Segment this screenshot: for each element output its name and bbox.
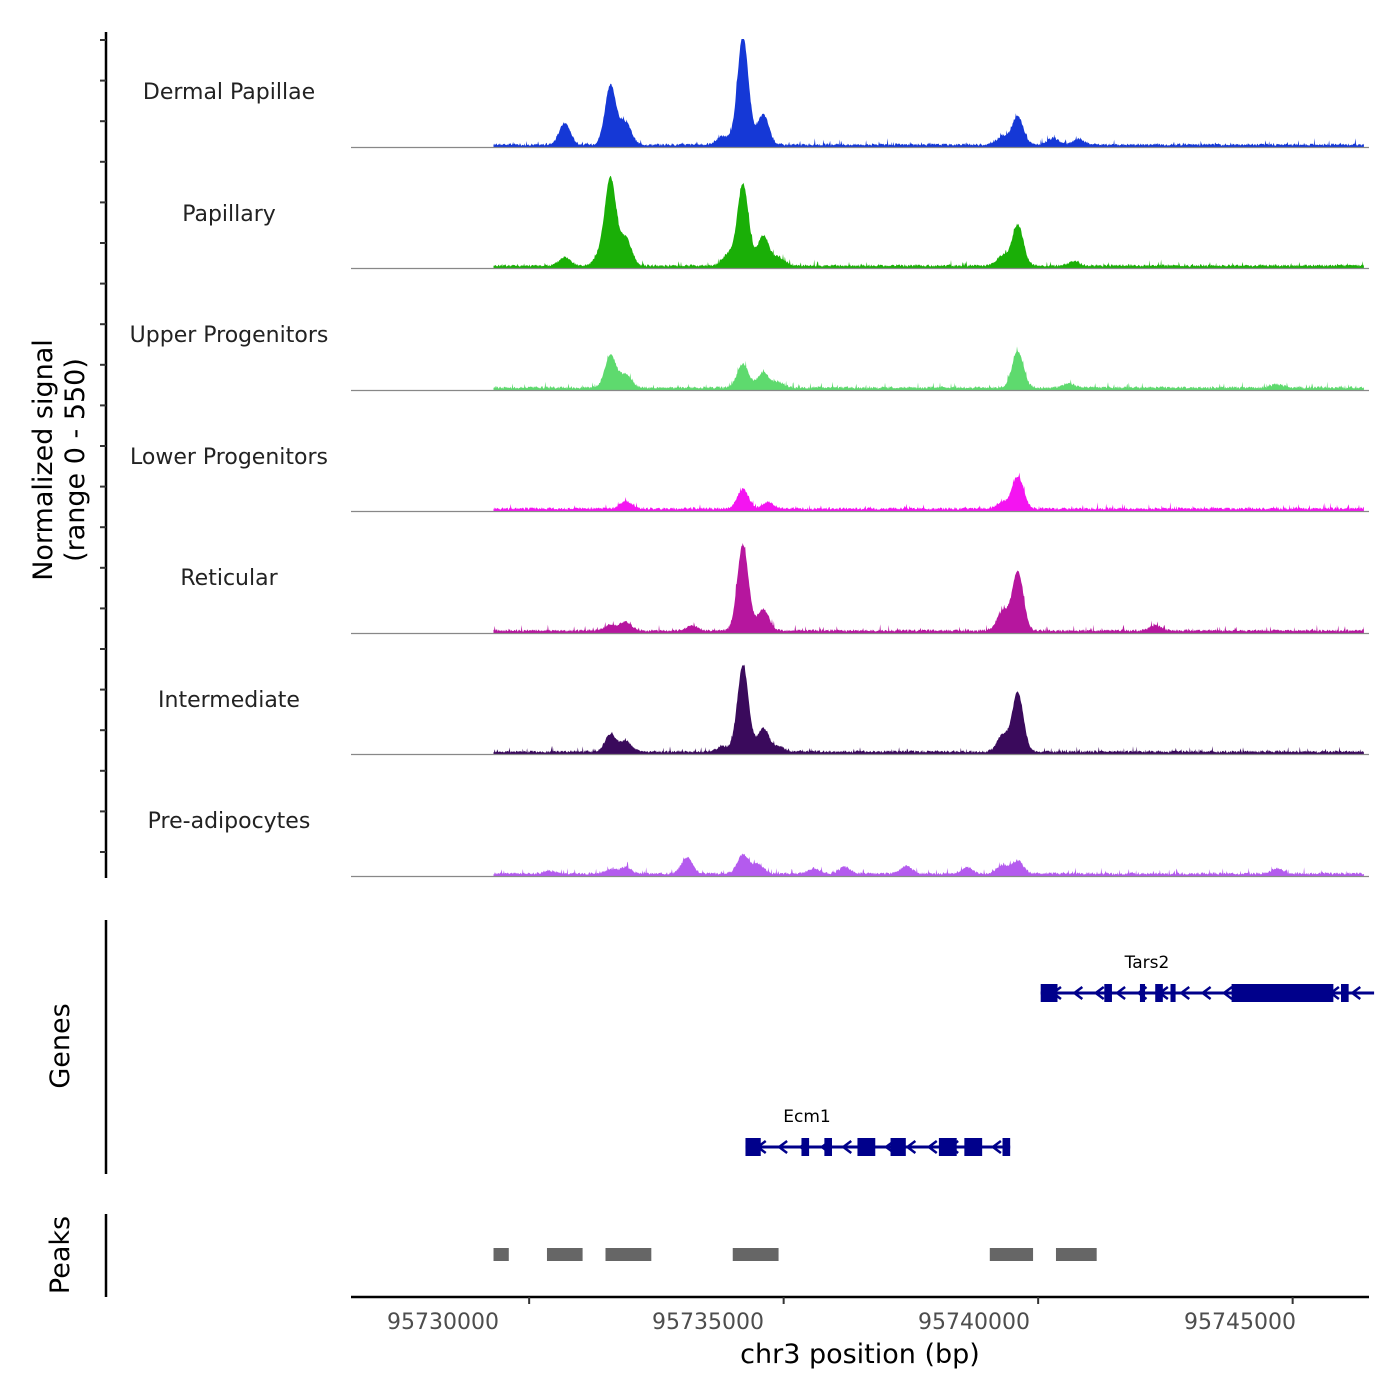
gene-label-ecm1: Ecm1 [783, 1107, 830, 1127]
y-axis-title-line1: Normalized signal [28, 339, 59, 581]
coverage-area-pre-adipocytes [493, 853, 1364, 876]
strand-arrow [1093, 986, 1105, 1000]
strand-arrow [777, 1140, 788, 1154]
track-label-pre-adipocytes: Pre-adipocytes [148, 809, 311, 834]
coverage-area-upper-progenitors [493, 346, 1364, 390]
exon-tars2 [1170, 984, 1176, 1002]
peak-regions [493, 1248, 1097, 1261]
exon-ecm1 [938, 1138, 957, 1156]
strand-arrow [1179, 986, 1190, 1000]
exon-ecm1 [801, 1138, 810, 1156]
exon-tars2 [1139, 984, 1146, 1002]
track-label-reticular: Reticular [180, 566, 278, 591]
exon-tars2 [1155, 984, 1163, 1002]
x-axis-ticks [528, 1297, 1294, 1304]
x-tick-label-95740000: 95740000 [918, 1310, 1030, 1335]
x-tick-label-95735000: 95735000 [652, 1310, 764, 1335]
strand-arrow [1115, 986, 1126, 1000]
exon-ecm1 [857, 1138, 876, 1156]
peak-region [732, 1248, 779, 1261]
strand-arrow [1221, 986, 1233, 1000]
exon-ecm1 [824, 1138, 833, 1156]
coverage-tracks [351, 39, 1369, 878]
strand-arrow [990, 1140, 1002, 1154]
exon-ecm1 [745, 1138, 761, 1156]
strand-arrow [905, 1140, 917, 1154]
exon-tars2 [1231, 984, 1334, 1002]
x-tick-label-95730000: 95730000 [387, 1310, 499, 1335]
exon-ecm1 [890, 1138, 906, 1156]
exon-tars2 [1341, 984, 1349, 1002]
peaks-axis-title: Peaks [45, 1216, 76, 1294]
genes-axis-title: Genes [45, 1003, 76, 1088]
exon-tars2 [1040, 984, 1058, 1002]
peak-region [989, 1248, 1034, 1261]
y-axis-title-line2: (range 0 - 550) [60, 358, 91, 562]
peak-region [546, 1248, 583, 1261]
exon-ecm1 [1002, 1138, 1011, 1156]
gene-label-tars2: Tars2 [1124, 953, 1170, 973]
coverage-area-lower-progenitors [493, 472, 1364, 511]
strand-arrow [1350, 986, 1362, 1000]
track-label-lower-progenitors: Lower Progenitors [130, 445, 328, 470]
signal-y-axis-ticks [100, 39, 106, 853]
peak-region [1055, 1248, 1097, 1261]
strand-arrow [841, 1140, 853, 1154]
coverage-area-reticular [493, 543, 1364, 633]
peak-region [605, 1248, 652, 1261]
exon-tars2 [1104, 984, 1112, 1002]
x-axis-title: chr3 position (bp) [740, 1339, 980, 1370]
track-label-dermal-papillae: Dermal Papillae [143, 80, 315, 105]
track-label-intermediate: Intermediate [158, 688, 300, 713]
strand-arrow [1072, 986, 1084, 1000]
gene-annotations [745, 984, 1375, 1156]
y-axis-title: Normalized signal (range 0 - 550) [28, 339, 91, 581]
strand-arrow [926, 1140, 938, 1154]
peak-region [493, 1248, 509, 1261]
x-tick-label-95745000: 95745000 [1184, 1310, 1296, 1335]
coverage-area-dermal-papillae [493, 39, 1364, 147]
coverage-area-papillary [493, 175, 1364, 268]
track-label-papillary: Papillary [182, 202, 276, 227]
track-label-upper-progenitors: Upper Progenitors [130, 323, 329, 348]
exon-ecm1 [964, 1138, 983, 1156]
strand-arrow [1200, 986, 1212, 1000]
coverage-area-intermediate [493, 664, 1364, 754]
